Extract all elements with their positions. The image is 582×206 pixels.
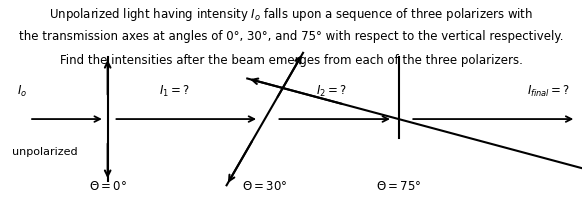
Text: $I_o$: $I_o$ <box>17 84 27 99</box>
Text: unpolarized: unpolarized <box>12 146 77 156</box>
Text: the transmission axes at angles of 0°, 30°, and 75° with respect to the vertical: the transmission axes at angles of 0°, 3… <box>19 30 563 43</box>
Text: Find the intensities after the beam emerges from each of the three polarizers.: Find the intensities after the beam emer… <box>59 54 523 67</box>
Text: $I_1= ?$: $I_1= ?$ <box>159 84 190 99</box>
Text: $\Theta = 0°$: $\Theta = 0°$ <box>88 179 127 192</box>
Text: $\Theta = 75°$: $\Theta = 75°$ <box>376 179 421 192</box>
Text: $I_{final}= ?$: $I_{final}= ?$ <box>527 84 570 99</box>
Text: $\Theta = 30°$: $\Theta = 30°$ <box>242 179 288 192</box>
Text: Unpolarized light having intensity $I_o$ falls upon a sequence of three polarize: Unpolarized light having intensity $I_o$… <box>49 6 533 23</box>
Text: $I_2= ?$: $I_2= ?$ <box>316 84 347 99</box>
